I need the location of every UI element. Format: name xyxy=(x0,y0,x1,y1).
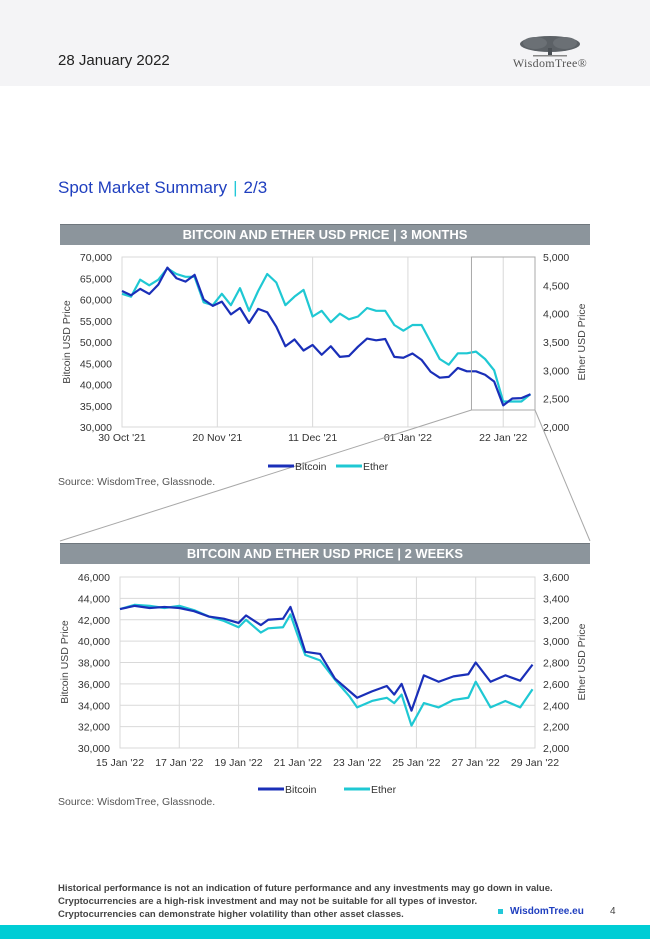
y2-tick-label: 4,500 xyxy=(543,280,569,292)
chart2-title-banner: BITCOIN AND ETHER USD PRICE | 2 WEEKS xyxy=(60,543,590,564)
chart-2-weeks: 15 Jan '22 17 Jan '22 19 Jan '22 21 Jan '22… xyxy=(78,572,570,769)
x-tick-label: 17 Jan '22 xyxy=(155,757,203,769)
x-tick-label: 01 Jan '22 xyxy=(384,432,432,444)
y2-tick-label: 2,200 xyxy=(543,722,569,734)
y-tick-label: 40,000 xyxy=(78,636,110,648)
tree-icon xyxy=(520,36,580,57)
chart2-y2label: Ether USD Price xyxy=(576,623,588,700)
x-tick-label: 30 Oct '21 xyxy=(98,432,146,444)
x-tick-label: 27 Jan '22 xyxy=(452,757,500,769)
chart2-legend: Bitcoin Ether xyxy=(258,784,397,796)
y-tick-label: 60,000 xyxy=(80,295,112,307)
y-tick-label: 34,000 xyxy=(78,700,110,712)
y-tick-label: 45,000 xyxy=(80,358,112,370)
y-tick-label: 35,000 xyxy=(80,401,112,413)
chart1-source: Source: WisdomTree, Glassnode. xyxy=(58,476,216,488)
page-header: 28 January 2022 WisdomTree® xyxy=(0,0,650,86)
y2-tick-label: 2,500 xyxy=(543,394,569,406)
section-title-main: Spot Market Summary xyxy=(58,178,228,197)
x-tick-label: 29 Jan '22 xyxy=(511,757,559,769)
y-tick-label: 30,000 xyxy=(78,743,110,755)
footer-accent-bar xyxy=(0,925,650,939)
page-number: 4 xyxy=(610,906,616,917)
y-tick-label: 32,000 xyxy=(78,722,110,734)
chart1-ylabel: Bitcoin USD Price xyxy=(61,300,73,384)
x-tick-label: 15 Jan '22 xyxy=(96,757,144,769)
y-tick-label: 44,000 xyxy=(78,593,110,605)
y2-tick-label: 2,600 xyxy=(543,679,569,691)
section-title: Spot Market Summary | 2/3 xyxy=(58,178,267,198)
y2-tick-label: 4,000 xyxy=(543,309,569,321)
y-tick-label: 65,000 xyxy=(80,273,112,285)
legend-bitcoin-label: Bitcoin xyxy=(285,784,317,796)
logo-text: WisdomTree® xyxy=(512,56,588,70)
zoom-highlight-box xyxy=(470,256,536,411)
x-tick-label: 23 Jan '22 xyxy=(333,757,381,769)
y2-tick-label: 3,600 xyxy=(543,572,569,584)
y2-tick-label: 3,000 xyxy=(543,636,569,648)
x-tick-label: 20 Nov '21 xyxy=(192,432,242,444)
disclaimer: Historical performance is not an indicat… xyxy=(58,882,553,921)
series-line-bitcoin xyxy=(119,604,534,712)
y2-tick-label: 3,200 xyxy=(543,615,569,627)
x-tick-label: 22 Jan '22 xyxy=(479,432,527,444)
section-page: 2/3 xyxy=(243,178,268,197)
y-tick-label: 36,000 xyxy=(78,679,110,691)
y-tick-label: 50,000 xyxy=(80,337,112,349)
zoom-connector-right xyxy=(534,409,591,542)
y2-tick-label: 2,400 xyxy=(543,700,569,712)
x-tick-label: 11 Dec '21 xyxy=(288,432,337,444)
chart2-source: Source: WisdomTree, Glassnode. xyxy=(58,796,216,808)
chart1-legend: Bitcoin Ether xyxy=(268,461,389,473)
disclaimer-line: Historical performance is not an indicat… xyxy=(58,883,553,894)
y-tick-label: 55,000 xyxy=(80,316,112,328)
zoom-connector-left xyxy=(59,409,472,542)
y2-tick-label: 3,400 xyxy=(543,593,569,605)
y2-tick-label: 3,500 xyxy=(543,337,569,349)
chart-3-months: 30 Oct '21 20 Nov '21 11 Dec '21 01 Jan '22… xyxy=(80,252,570,444)
y2-tick-label: 3,000 xyxy=(543,365,569,377)
report-date: 28 January 2022 xyxy=(58,52,170,69)
bullet-icon xyxy=(498,909,503,914)
y2-tick-label: 5,000 xyxy=(543,252,569,264)
y-tick-label: 38,000 xyxy=(78,658,110,670)
zoom-connector xyxy=(59,256,591,542)
wisdomtree-logo: WisdomTree® xyxy=(505,34,595,74)
chart1-title-banner: BITCOIN AND ETHER USD PRICE | 3 MONTHS xyxy=(60,224,590,245)
y-tick-label: 40,000 xyxy=(80,380,112,392)
website-link[interactable]: WisdomTree.eu xyxy=(510,906,584,917)
legend-ether-label: Ether xyxy=(363,461,389,473)
y-tick-label: 30,000 xyxy=(80,422,112,434)
y-tick-label: 70,000 xyxy=(80,252,112,264)
y-tick-label: 42,000 xyxy=(78,615,110,627)
title-separator: | xyxy=(233,178,238,197)
legend-bitcoin-label: Bitcoin xyxy=(295,461,327,473)
chart1-y2label: Ether USD Price xyxy=(576,303,588,380)
legend-ether-label: Ether xyxy=(371,784,397,796)
y-tick-label: 46,000 xyxy=(78,572,110,584)
y2-tick-label: 2,000 xyxy=(543,422,569,434)
x-tick-label: 25 Jan '22 xyxy=(392,757,440,769)
disclaimer-line: Cryptocurrencies are a high-risk investm… xyxy=(58,896,478,907)
plot-area xyxy=(121,256,536,428)
chart2-ylabel: Bitcoin USD Price xyxy=(59,620,71,704)
x-tick-label: 21 Jan '22 xyxy=(274,757,322,769)
series-line-ether xyxy=(121,267,532,403)
y2-tick-label: 2,800 xyxy=(543,658,569,670)
disclaimer-line: Cryptocurrencies can demonstrate higher … xyxy=(58,909,404,920)
y2-tick-label: 2,000 xyxy=(543,743,569,755)
series-line-bitcoin xyxy=(121,266,531,407)
x-tick-label: 19 Jan '22 xyxy=(215,757,263,769)
